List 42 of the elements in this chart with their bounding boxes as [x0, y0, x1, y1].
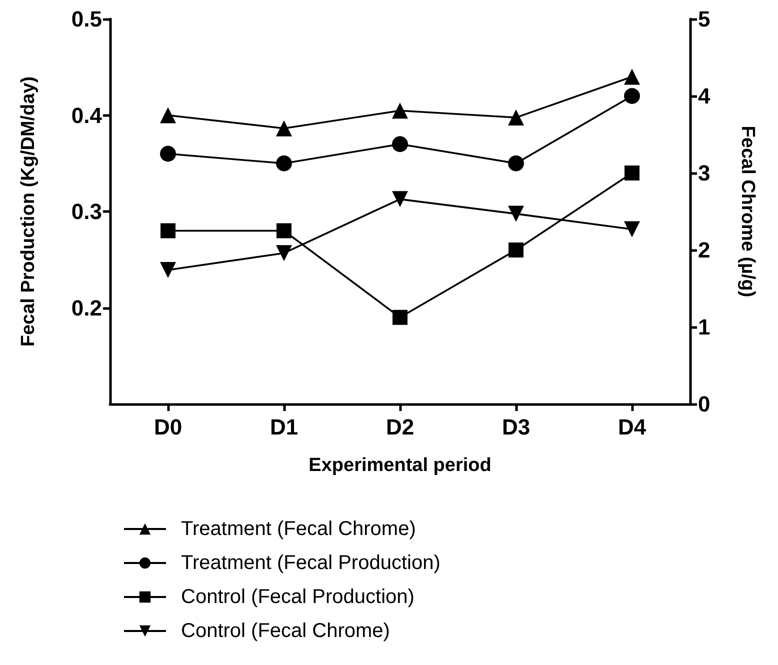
point — [624, 166, 640, 180]
legend-label: Control (Fecal Chrome) — [181, 620, 390, 642]
x-tick-label: D0 — [154, 414, 182, 440]
x-tick-label: D2 — [386, 414, 414, 440]
y-tick-label: 0.5 — [71, 6, 102, 32]
x-tick-label: D1 — [270, 414, 298, 440]
y2-tick-label: 1 — [698, 314, 710, 340]
point — [392, 191, 408, 208]
legend-label: Treatment (Fecal Chrome) — [181, 518, 416, 540]
point — [276, 155, 292, 172]
point — [276, 120, 292, 136]
point — [624, 88, 640, 104]
point — [392, 102, 408, 119]
legend-label: Control (Fecal Production) — [181, 586, 414, 608]
x-tick-label: D3 — [502, 414, 530, 440]
point — [160, 223, 176, 238]
point — [624, 221, 640, 238]
point — [508, 155, 524, 172]
y-tick-label: 0.4 — [71, 102, 103, 128]
y2-tick-label: 2 — [698, 238, 710, 262]
point — [508, 242, 524, 258]
y-tick-label: 0.2 — [71, 295, 102, 320]
point — [160, 107, 176, 124]
point — [508, 206, 524, 222]
point — [160, 262, 176, 278]
point — [276, 245, 292, 262]
y2-axis-title: Fecal Chrome (µ/g) — [737, 126, 758, 298]
point — [392, 310, 408, 325]
y2-tick-label: 4 — [698, 84, 711, 108]
legend-label: Treatment (Fecal Production) — [181, 552, 440, 574]
point — [160, 146, 176, 162]
point — [392, 136, 408, 152]
y-tick-label: 0.3 — [71, 199, 102, 224]
y-axis-title: Fecal Production (Kg/DM/day) — [18, 76, 39, 347]
x-axis-title: Experimental period — [308, 455, 492, 476]
point — [508, 110, 524, 126]
x-tick-label: D4 — [618, 414, 647, 440]
point — [276, 223, 292, 238]
y2-tick-label: 3 — [698, 160, 710, 186]
point — [624, 68, 640, 85]
y2-tick-label: 0 — [698, 392, 710, 416]
y2-tick-label: 5 — [698, 6, 710, 32]
